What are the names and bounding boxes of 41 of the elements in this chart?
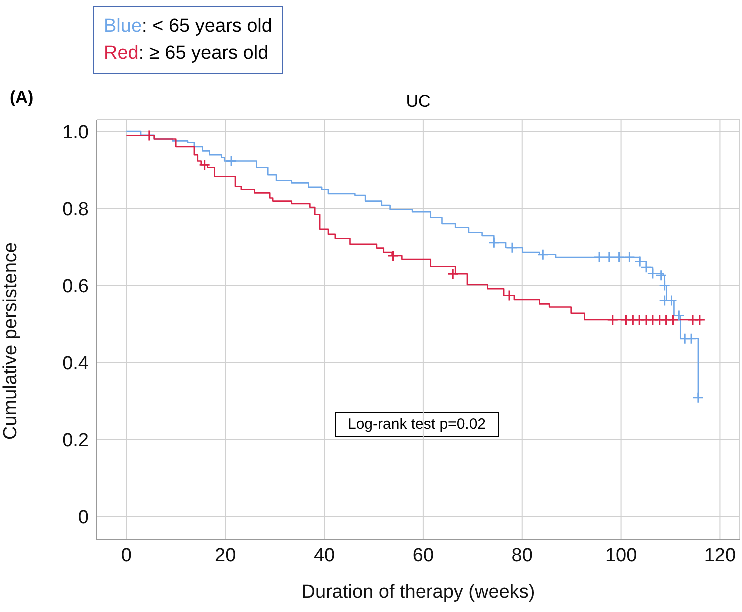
point — [447, 268, 459, 280]
point — [199, 159, 211, 171]
point — [594, 252, 606, 264]
y-axis-title: Cumulative persistence — [0, 242, 22, 440]
x-tick-label: 60 — [412, 545, 434, 566]
x-axis-title: Duration of therapy (weeks) — [302, 582, 536, 603]
point — [667, 314, 679, 326]
point — [692, 392, 704, 404]
text: (A) — [10, 88, 34, 108]
point — [144, 130, 156, 142]
annotation: Log-rank test p=0.02 — [335, 412, 500, 437]
x-tick-label: 100 — [605, 545, 638, 566]
y-tick-label: 0 — [78, 508, 89, 529]
x-tick-label: 0 — [121, 545, 132, 566]
x-tick-label: 120 — [704, 545, 736, 566]
y-tick-label: 0.6 — [62, 276, 89, 298]
point — [607, 314, 619, 326]
y-tick-label: 0.4 — [62, 353, 90, 374]
point — [656, 270, 668, 282]
point — [537, 249, 549, 261]
point — [659, 280, 671, 292]
y-tick-label: 0.2 — [62, 430, 89, 452]
point — [604, 252, 616, 264]
point — [506, 242, 518, 254]
text: Blue: < 65 years old — [104, 16, 272, 37]
chart-title: UC — [405, 92, 432, 112]
point — [686, 333, 698, 345]
point — [694, 314, 706, 326]
x-tick-label: 40 — [314, 545, 336, 566]
point — [388, 250, 400, 262]
point — [226, 155, 238, 167]
point — [624, 252, 636, 264]
y-tick-label: 1.0 — [62, 122, 89, 144]
x-tick-label: 20 — [215, 545, 236, 566]
text: Red: ≥ 65 years old — [104, 43, 269, 64]
point — [488, 237, 500, 249]
point — [614, 252, 626, 264]
y-tick-label: 0.8 — [62, 199, 89, 220]
point — [504, 290, 516, 302]
point — [673, 310, 685, 322]
x-tick-label: 80 — [512, 545, 533, 566]
